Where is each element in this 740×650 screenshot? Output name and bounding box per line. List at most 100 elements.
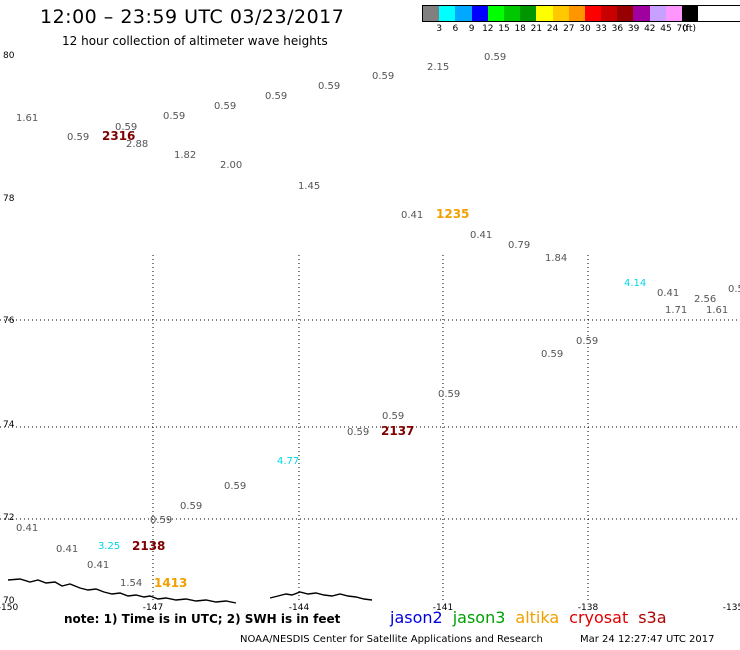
swh-value: 0.41 xyxy=(87,560,109,571)
axis-ticks: 80 78 76 74 72 70-150 -147 -144 -141 -138 -135 xyxy=(0,51,740,613)
swh-value: 0.41 xyxy=(16,523,38,534)
lat-tick-label: 74 xyxy=(3,420,15,430)
lat-tick-label: 70 xyxy=(3,596,15,606)
legend-swatch xyxy=(503,6,521,21)
legend-label: 70 xyxy=(676,24,688,34)
lat-tick-label: 78 xyxy=(3,194,15,204)
swh-value: 0.59 xyxy=(265,91,287,102)
swh-value: 0.79 xyxy=(508,240,530,251)
legend-labels: 3 6 9 12 15 18 21 24 27 30 33 36 39 42 45 70 (ft) xyxy=(422,22,740,34)
legend-label: 24 xyxy=(546,24,559,34)
swh-value: 0.41 xyxy=(56,544,78,555)
swh-value: 0.59 xyxy=(541,349,563,360)
swh-value: 1.71 xyxy=(665,305,687,316)
swh-value: 1.61 xyxy=(706,305,728,316)
note-text: note: 1) Time is in UTC; 2) SWH is in fe… xyxy=(64,612,341,626)
satellite-cryosat: cryosat xyxy=(569,608,629,627)
legend-label: 42 xyxy=(644,24,656,34)
swh-value: 0.41 xyxy=(401,210,423,221)
swh-value: 0.59 xyxy=(180,501,202,512)
legend-swatch xyxy=(665,6,682,21)
swh-value: 1.45 xyxy=(298,181,320,192)
swh-value: 0.59 xyxy=(347,427,369,438)
swh-value: 0.59 xyxy=(372,71,394,82)
pass-time-label: 2316 xyxy=(102,129,135,143)
color-legend: 3 6 9 12 15 18 21 24 27 30 33 36 39 42 45 70 (ft) xyxy=(422,5,740,34)
swh-value: 0.59 xyxy=(150,515,172,526)
coastline-west xyxy=(7,578,237,604)
lat-tick-label: 72 xyxy=(3,513,14,523)
swh-value: 0.41 xyxy=(470,230,492,241)
legend-label: 33 xyxy=(595,24,607,34)
swh-value: 1.54 xyxy=(120,578,142,589)
swh-value: 0.5 xyxy=(728,284,740,295)
legend-label: 27 xyxy=(563,24,575,34)
lon-tick-label: -144 xyxy=(289,603,310,613)
satellite-jason2: jason2 xyxy=(390,608,443,627)
lon-tick-label: -135 xyxy=(723,603,740,613)
pass-time-label: 1413 xyxy=(154,576,187,590)
swh-value: 0.59 xyxy=(224,481,246,492)
legend-swatch xyxy=(455,6,472,21)
footer-credit: NOAA/NESDIS Center for Satellite Applica… xyxy=(240,634,543,645)
swh-value: 0.59 xyxy=(163,111,185,122)
legend-swatch xyxy=(633,6,650,21)
legend-swatch xyxy=(520,6,537,21)
legend-swatch xyxy=(601,6,618,21)
lat-tick-label: 80 xyxy=(3,51,15,61)
satellite-s3a: s3a xyxy=(638,608,667,627)
legend-swatch xyxy=(536,6,553,21)
legend-label: 18 xyxy=(514,24,526,34)
legend-label: (ft) xyxy=(682,24,696,34)
swh-value: 3.25 xyxy=(98,541,120,552)
swh-value: 4.77 xyxy=(277,456,299,467)
pass-time-label: 1235 xyxy=(436,207,469,221)
swh-value: 0.59 xyxy=(576,336,598,347)
legend-label: 30 xyxy=(579,24,591,34)
time-labels-layer: 2316 1235 2137 2138 1413 xyxy=(102,129,469,590)
lon-tick-label: -138 xyxy=(578,603,599,613)
legend-label: 36 xyxy=(611,24,624,34)
legend-label: 3 xyxy=(436,24,443,34)
lon-tick-label: -147 xyxy=(143,603,163,613)
legend-swatch xyxy=(568,6,585,21)
legend-swatch xyxy=(682,6,699,21)
lon-tick-label: -141 xyxy=(433,603,453,613)
legend-swatch xyxy=(439,6,456,21)
legend-swatch xyxy=(649,6,666,21)
legend-label: 12 xyxy=(482,24,494,34)
legend-label: 15 xyxy=(498,24,510,34)
page-subtitle: 12 hour collection of altimeter wave hei… xyxy=(62,34,328,48)
legend-label: 39 xyxy=(627,24,640,34)
swh-value: 0.41 xyxy=(657,288,679,299)
swh-value: 0.59 xyxy=(382,411,404,422)
swh-value: 4.14 xyxy=(624,278,646,289)
swh-value: 2.15 xyxy=(427,62,449,73)
swh-value: 1.61 xyxy=(16,113,38,124)
swh-value: 1.82 xyxy=(174,150,196,161)
legend-label: 9 xyxy=(468,24,475,34)
legend-swatch xyxy=(423,6,440,21)
page-title: 12:00 – 23:59 UTC 03/23/2017 xyxy=(40,6,345,28)
swh-value: 0.59 xyxy=(318,81,340,92)
pass-time-label: 2138 xyxy=(132,539,165,553)
swh-value: 2.00 xyxy=(220,160,242,171)
pass-time-label: 2137 xyxy=(381,424,414,438)
swh-value: 2.56 xyxy=(694,294,716,305)
swh-value: 0.59 xyxy=(115,122,137,133)
swh-value: 0.59 xyxy=(67,132,89,143)
satellite-altika: altika xyxy=(515,608,560,627)
map-grid xyxy=(0,255,740,603)
observations-layer: 1.61 0.59 0.59 2.88 0.59 1.82 0.59 2.00 0.59 1.45… xyxy=(16,52,740,589)
legend-label: 21 xyxy=(530,24,543,34)
lat-tick-label: 76 xyxy=(3,316,15,326)
legend-swatch xyxy=(487,6,504,21)
coastline xyxy=(7,578,373,604)
swh-value: 0.59 xyxy=(438,389,460,400)
legend-color-bar xyxy=(422,5,740,22)
legend-swatch xyxy=(471,6,488,21)
swh-value: 0.59 xyxy=(214,101,236,112)
lon-tick-label: -150 xyxy=(0,603,18,613)
legend-label: 6 xyxy=(452,24,459,34)
swh-value: 0.59 xyxy=(484,52,506,63)
